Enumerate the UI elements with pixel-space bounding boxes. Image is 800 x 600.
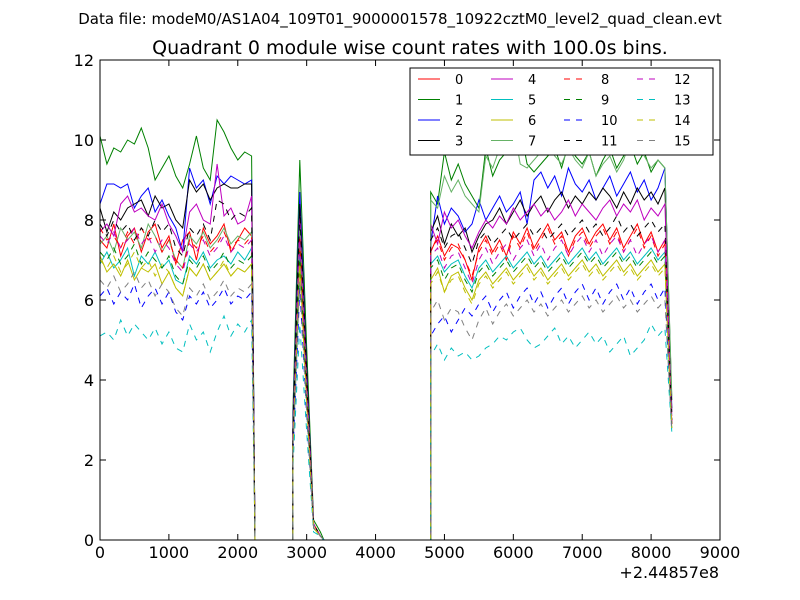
legend-label-9: 9 [601, 94, 609, 109]
series-line-5 [100, 246, 673, 540]
x-offset-label: +2.44857e8 [619, 563, 719, 582]
series-line-12 [100, 226, 673, 540]
x-tick-label: 8000 [631, 543, 672, 562]
x-tick-label: 5000 [424, 543, 465, 562]
y-tick-label: 0 [84, 531, 94, 550]
legend-label-4: 4 [528, 73, 536, 88]
legend-label-10: 10 [601, 114, 618, 129]
series-line-4 [100, 163, 673, 540]
legend-label-1: 1 [455, 94, 463, 109]
legend-label-11: 11 [601, 135, 618, 150]
series-line-0 [100, 222, 673, 540]
y-tick-label: 8 [84, 211, 94, 230]
legend-label-14: 14 [674, 114, 691, 129]
legend-label-13: 13 [674, 94, 691, 109]
series-line-9 [100, 242, 673, 540]
series-line-6 [100, 255, 673, 540]
y-tick-label: 10 [74, 131, 94, 150]
axis-ticks: 0 1000 2000 3000 4000 5000 6000 7000 8000 9000 0 2 4… [74, 51, 741, 562]
series-line-8 [100, 226, 673, 540]
x-tick-label: 2000 [217, 543, 258, 562]
plot-series [100, 118, 673, 540]
y-tick-label: 4 [84, 371, 94, 390]
legend-box [409, 67, 714, 156]
figure-suptitle: Data file: modeM0/AS1A04_109T01_90000015… [78, 10, 722, 29]
legend-label-5: 5 [528, 94, 536, 109]
x-tick-label: 4000 [355, 543, 396, 562]
x-tick-label: 7000 [562, 543, 603, 562]
x-tick-label: 6000 [493, 543, 534, 562]
series-line-10 [100, 282, 673, 540]
legend-label-0: 0 [455, 73, 463, 88]
legend-label-3: 3 [455, 135, 463, 150]
legend-label-7: 7 [528, 135, 536, 150]
y-tick-label: 12 [74, 51, 94, 70]
legend-label-8: 8 [601, 73, 609, 88]
x-tick-label: 1000 [149, 543, 190, 562]
legend-label-15: 15 [674, 135, 691, 150]
plot-frame [99, 59, 721, 541]
y-tick-label: 6 [84, 291, 94, 310]
chart-title: Quadrant 0 module wise count rates with … [152, 37, 668, 59]
series-line-11 [100, 199, 673, 540]
x-tick-label: 3000 [286, 543, 327, 562]
x-tick-label: 0 [95, 543, 105, 562]
series-line-2 [100, 166, 673, 540]
x-tick-label: 9000 [700, 543, 741, 562]
legend-label-2: 2 [455, 114, 463, 129]
legend-label-12: 12 [674, 73, 691, 88]
y-tick-label: 2 [84, 451, 94, 470]
series-line-14 [100, 250, 673, 540]
series-line-13 [100, 314, 673, 540]
legend-label-6: 6 [528, 114, 536, 129]
